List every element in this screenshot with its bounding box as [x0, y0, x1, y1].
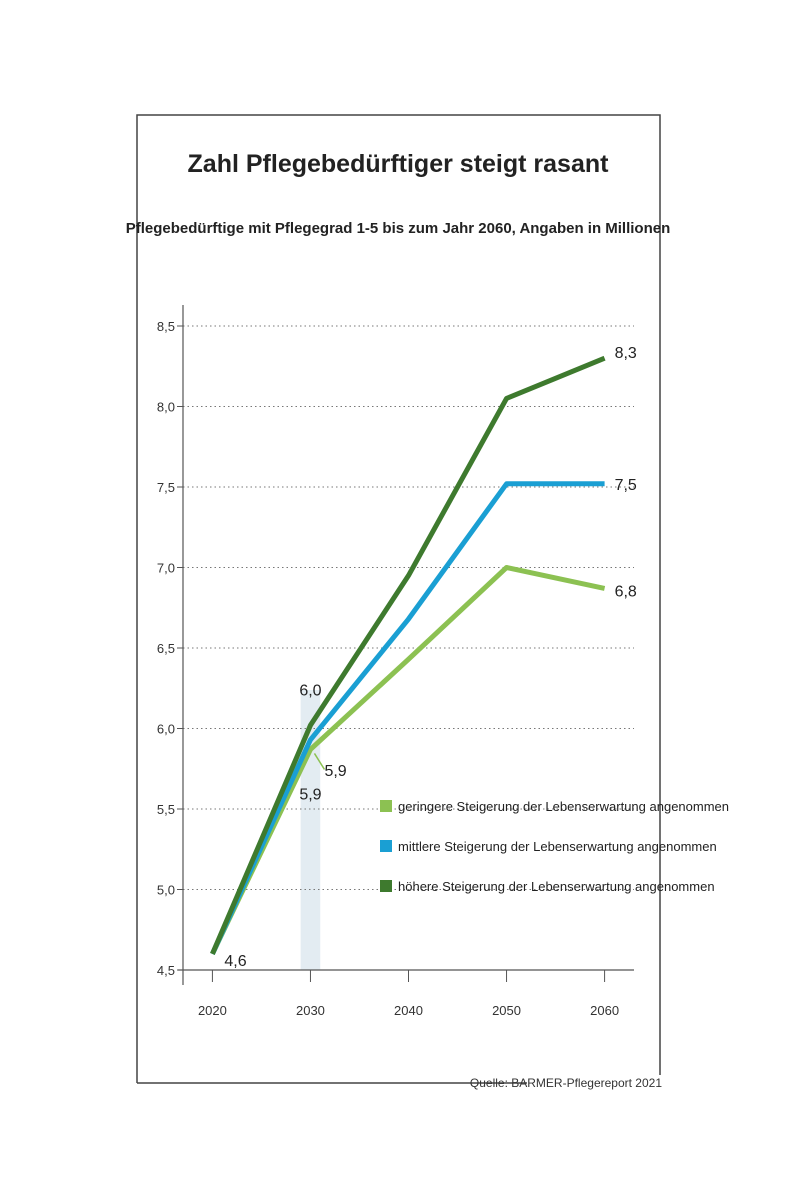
- data-label: 7,5: [615, 477, 637, 494]
- x-tick-label: 2060: [590, 1003, 619, 1018]
- y-tick-layer: 4,5 5,0 5,5 6,0 6,5 7,0 7,5 8,0 8,5: [157, 319, 183, 978]
- y-tick-label: 8,5: [157, 319, 175, 334]
- chart-subtitle: Pflegebedürftige mit Pflegegrad 1-5 bis …: [126, 220, 671, 237]
- data-label: 6,8: [615, 583, 637, 600]
- x-tick-label: 2030: [296, 1003, 325, 1018]
- legend-swatch: [380, 840, 392, 852]
- y-tick-label: 8,0: [157, 400, 175, 415]
- y-tick-label: 7,5: [157, 480, 175, 495]
- axis-layer: [178, 305, 634, 985]
- chart-title: Zahl Pflegebedürftiger steigt rasant: [188, 150, 610, 178]
- legend-label: geringere Steigerung der Lebenserwartung…: [398, 799, 729, 814]
- grid-layer: [183, 325, 634, 890]
- frame: [136, 114, 661, 1083]
- data-label: 8,3: [615, 345, 637, 362]
- series-line-3: [210, 355, 606, 955]
- x-tick-label: 2050: [492, 1003, 521, 1018]
- legend-swatch: [380, 880, 392, 892]
- y-tick-label: 7,0: [157, 561, 175, 576]
- y-tick-label: 5,5: [157, 802, 175, 817]
- legend-swatch: [380, 800, 392, 812]
- x-tick-label: 2020: [198, 1003, 227, 1018]
- x-tick-layer: 2020 2030 2040 2050 2060: [198, 970, 619, 1018]
- source-note: Quelle: BARMER-Pflegereport 2021: [470, 1076, 662, 1090]
- x-tick-label: 2040: [394, 1003, 423, 1018]
- series-line-2: [210, 481, 605, 955]
- data-label: 5,9: [299, 786, 321, 803]
- series-layer: [210, 355, 606, 955]
- y-tick-label: 6,5: [157, 641, 175, 656]
- y-tick-label: 4,5: [157, 963, 175, 978]
- legend-label: höhere Steigerung der Lebenserwartung an…: [398, 879, 715, 894]
- series-line-1: [210, 565, 606, 955]
- legend-label: mittlere Steigerung der Lebenserwartung …: [398, 839, 717, 854]
- y-tick-label: 6,0: [157, 722, 175, 737]
- legend: geringere Steigerung der Lebenserwartung…: [380, 799, 729, 894]
- data-label-layer: 4,6 6,0 5,95,9 8,3 7,5 6,8: [224, 345, 637, 970]
- data-label: 5,9: [324, 763, 346, 780]
- data-label: 4,6: [224, 953, 246, 970]
- data-label: 6,0: [299, 682, 321, 699]
- label-leader-line: [313, 753, 326, 770]
- y-tick-label: 5,0: [157, 883, 175, 898]
